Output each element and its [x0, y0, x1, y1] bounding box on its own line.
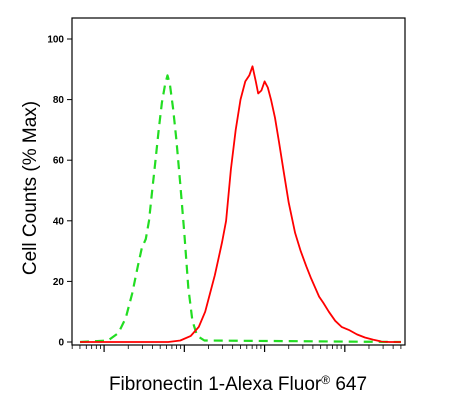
- series-line-2: [80, 65, 401, 343]
- x-axis-title-tail: 647: [330, 374, 367, 395]
- y-axis: 0 20 40 60 80 100: [47, 35, 72, 349]
- y-tick-label: 60: [53, 156, 65, 167]
- y-tick-label: 20: [53, 277, 65, 288]
- series-line-1: [79, 74, 402, 344]
- y-tick-label: 0: [58, 338, 64, 349]
- x-axis-title-main: Fibronectin 1-Alexa Fluor: [109, 374, 322, 395]
- y-tick-label: 100: [47, 35, 64, 46]
- x-axis-title: Fibronectin 1-Alexa Fluor® 647: [109, 373, 367, 395]
- x-axis-title-symbol: ®: [321, 373, 330, 387]
- y-axis-title: Cell Counts (% Max): [20, 101, 41, 275]
- y-tick-label: 80: [53, 95, 65, 106]
- y-tick-label: 40: [53, 216, 65, 227]
- x-axis: [71, 345, 402, 352]
- plot-frame: [71, 17, 406, 346]
- series-layer: [79, 65, 402, 344]
